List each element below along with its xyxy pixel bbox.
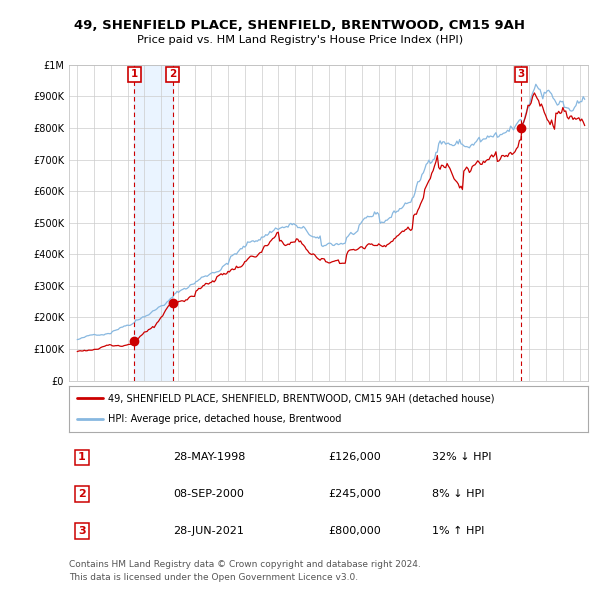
Text: 2: 2 xyxy=(78,489,86,499)
Text: 8% ↓ HPI: 8% ↓ HPI xyxy=(432,489,485,499)
Text: 3: 3 xyxy=(78,526,86,536)
Text: 49, SHENFIELD PLACE, SHENFIELD, BRENTWOOD, CM15 9AH: 49, SHENFIELD PLACE, SHENFIELD, BRENTWOO… xyxy=(74,19,526,32)
Text: 1: 1 xyxy=(131,70,138,80)
Text: £126,000: £126,000 xyxy=(329,453,381,463)
Text: This data is licensed under the Open Government Licence v3.0.: This data is licensed under the Open Gov… xyxy=(69,572,358,582)
Text: 1% ↑ HPI: 1% ↑ HPI xyxy=(432,526,485,536)
Text: 1: 1 xyxy=(78,453,86,463)
Text: 3: 3 xyxy=(517,70,524,80)
Text: 08-SEP-2000: 08-SEP-2000 xyxy=(173,489,244,499)
Bar xyxy=(134,65,173,381)
Text: £800,000: £800,000 xyxy=(329,526,381,536)
Text: 32% ↓ HPI: 32% ↓ HPI xyxy=(432,453,492,463)
Text: Price paid vs. HM Land Registry's House Price Index (HPI): Price paid vs. HM Land Registry's House … xyxy=(137,35,463,44)
Text: 2: 2 xyxy=(169,70,176,80)
Text: 28-JUN-2021: 28-JUN-2021 xyxy=(173,526,244,536)
Text: £245,000: £245,000 xyxy=(329,489,382,499)
Text: Contains HM Land Registry data © Crown copyright and database right 2024.: Contains HM Land Registry data © Crown c… xyxy=(69,560,421,569)
Text: 49, SHENFIELD PLACE, SHENFIELD, BRENTWOOD, CM15 9AH (detached house): 49, SHENFIELD PLACE, SHENFIELD, BRENTWOO… xyxy=(108,394,494,404)
Text: 28-MAY-1998: 28-MAY-1998 xyxy=(173,453,245,463)
Text: HPI: Average price, detached house, Brentwood: HPI: Average price, detached house, Bren… xyxy=(108,414,341,424)
